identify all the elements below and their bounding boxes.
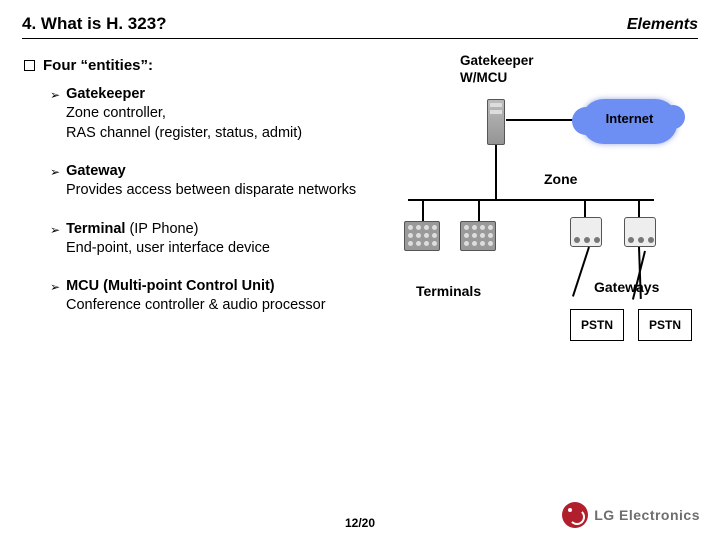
connector-line [572,247,590,297]
lg-logo-icon [562,502,588,528]
entity-desc: Provides access between disparate networ… [66,181,386,201]
entity-item: ➢ Gatekeeper Zone controller, RAS channe… [50,86,386,143]
gateway-icon [570,217,602,247]
connector-line [478,199,480,221]
slide-header: 4. What is H. 323? Elements [22,14,698,39]
entity-head: Gateway [66,163,126,179]
zone-label: Zone [544,171,577,187]
entity-list: Four “entities”: ➢ Gatekeeper Zone contr… [22,57,392,417]
lg-logo-text: LG Electronics [594,507,700,523]
triangle-bullet-icon: ➢ [50,223,60,237]
bullet-lvl1: Four “entities”: [24,57,386,74]
terminal-icon [460,221,498,257]
connector-line [495,145,497,199]
slide-footer: 12/20 LG Electronics [0,516,720,530]
cloud-label: Internet [582,111,677,126]
terminals-label: Terminals [416,283,481,299]
triangle-bullet-icon: ➢ [50,165,60,179]
gateways-label: Gateways [594,279,659,295]
entity-head-after: (IP Phone) [125,221,198,237]
entity-head: Terminal [66,221,125,237]
entity-item: ➢ Gateway Provides access between dispar… [50,163,386,201]
triangle-bullet-icon: ➢ [50,280,60,294]
square-bullet-icon [24,60,35,71]
pstn-box: PSTN [638,309,692,341]
internet-cloud: Internet [582,99,677,144]
pstn-box: PSTN [570,309,624,341]
entity-head: Gatekeeper [66,86,145,102]
entity-desc: Zone controller, RAS channel (register, … [66,104,386,143]
gk-label-line2: W/MCU [460,70,534,87]
h323-diagram: Gatekeeper W/MCU Internet Zone [392,57,692,417]
entity-item: ➢ MCU (Multi-point Control Unit) Confere… [50,278,386,316]
connector-line [422,199,424,221]
terminal-icon [404,221,442,257]
triangle-bullet-icon: ➢ [50,88,60,102]
slide-subtitle: Elements [627,16,698,34]
bullet-lvl1-text: Four “entities”: [43,57,153,74]
entity-head: MCU (Multi-point Control Unit) [66,278,275,294]
server-icon [487,99,505,145]
entity-desc: End-point, user interface device [66,239,386,259]
slide-title: 4. What is H. 323? [22,14,167,34]
lg-logo: LG Electronics [562,502,700,528]
connector-line [408,199,654,201]
gateway-icon [624,217,656,247]
gk-label-line1: Gatekeeper [460,53,534,70]
gatekeeper-label: Gatekeeper W/MCU [460,53,534,87]
entity-item: ➢ Terminal (IP Phone) End-point, user in… [50,221,386,259]
entity-desc: Conference controller & audio processor [66,296,386,316]
